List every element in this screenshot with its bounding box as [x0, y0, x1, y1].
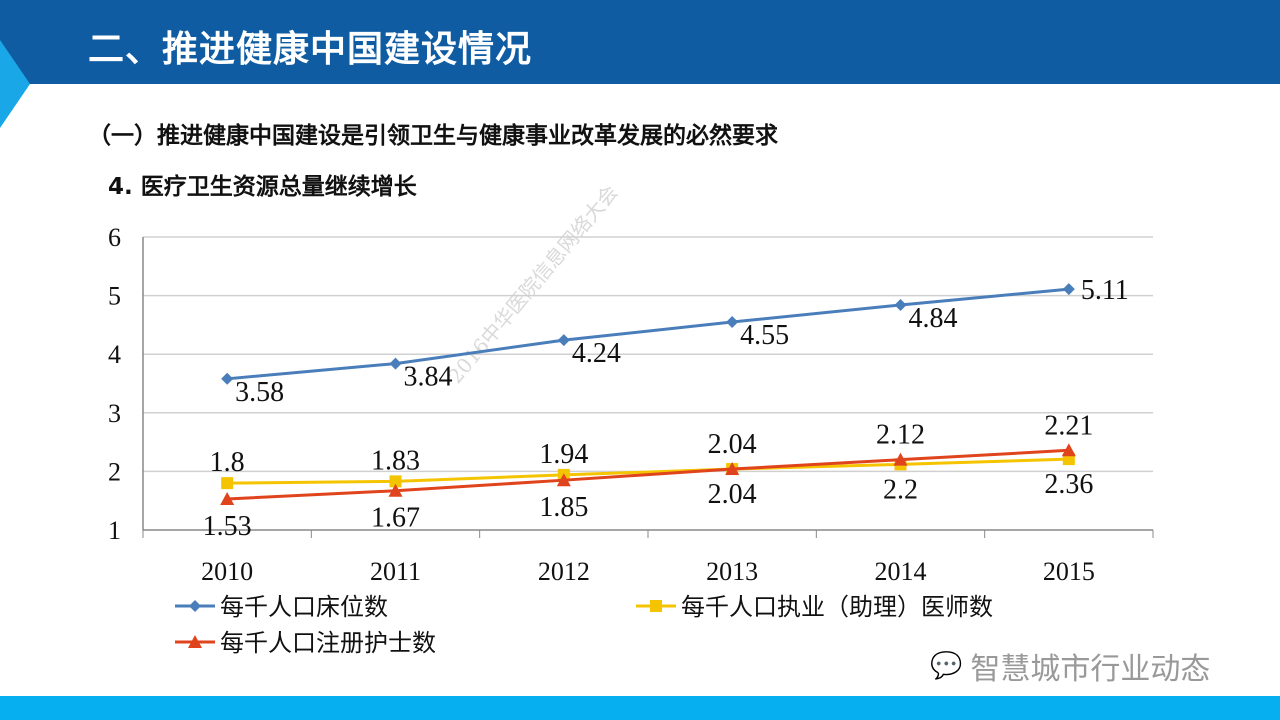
series-line-1 [227, 457, 1069, 485]
brand-text: 智慧城市行业动态 [970, 652, 1211, 687]
data-point-triangle [556, 473, 571, 487]
header-accent-triangle [0, 40, 30, 128]
data-label: 3.84 [404, 362, 453, 393]
section-title: 4. 医疗卫生资源总量继续增长 [108, 174, 417, 200]
data-point-triangle [388, 483, 403, 497]
data-point-diamond [557, 334, 570, 347]
data-label: 1.8 [210, 447, 245, 478]
footer-bar [0, 696, 1280, 720]
page-title: 二、推进健康中国建设情况 [88, 29, 533, 70]
y-tick-label: 1 [108, 516, 121, 545]
x-tick-label: 2015 [1043, 557, 1095, 586]
legend-marker [188, 635, 202, 648]
series-line-0 [227, 287, 1069, 381]
data-label: 2.36 [1044, 469, 1093, 500]
data-label: 1.85 [539, 492, 588, 523]
data-label: 1.67 [371, 503, 420, 534]
data-label: 2.04 [708, 429, 757, 460]
data-label: 5.11 [1081, 275, 1129, 306]
data-point-triangle [1061, 443, 1076, 457]
data-label: 4.55 [740, 320, 789, 351]
data-label: 2.2 [883, 474, 918, 505]
brand: 💬 智慧城市行业动态 [930, 644, 1210, 688]
data-label: 3.58 [235, 377, 284, 408]
x-tick-label: 2012 [538, 557, 590, 586]
legend-marker [650, 600, 662, 612]
legend-label: 每千人口执业（助理）医师数 [681, 593, 993, 621]
y-tick-label: 6 [108, 223, 121, 252]
y-tick-label: 2 [108, 457, 121, 486]
data-point-diamond [894, 298, 907, 311]
data-label: 2.21 [1044, 410, 1093, 441]
legend-label: 每千人口注册护士数 [220, 629, 436, 657]
data-point-square [221, 477, 234, 490]
data-point-diamond [221, 372, 234, 385]
data-label: 1.53 [203, 511, 252, 542]
y-tick-label: 3 [108, 399, 121, 428]
wechat-icon: 💬 [930, 651, 963, 681]
data-label: 1.83 [371, 445, 420, 476]
data-label: 1.94 [539, 439, 588, 470]
subtitle: （一）推进健康中国建设是引领卫生与健康事业改革发展的必然要求 [88, 123, 778, 149]
x-tick-label: 2010 [201, 557, 253, 586]
legend-marker [189, 600, 201, 612]
data-label: 2.12 [876, 420, 925, 451]
data-label: 4.84 [909, 303, 958, 334]
header-bar [0, 0, 1280, 84]
data-label: 4.24 [572, 338, 621, 369]
data-point-triangle [725, 462, 740, 476]
legend-label: 每千人口床位数 [220, 593, 388, 621]
y-tick-label: 4 [108, 340, 121, 369]
data-point-diamond [726, 315, 739, 328]
x-tick-label: 2013 [706, 557, 758, 586]
x-tick-label: 2011 [370, 557, 421, 586]
x-tick-label: 2014 [875, 557, 927, 586]
data-point-triangle [893, 452, 908, 466]
data-point-diamond [389, 357, 402, 370]
data-point-diamond [1062, 283, 1075, 296]
data-label: 2.04 [708, 479, 757, 510]
data-point-triangle [220, 491, 235, 505]
y-tick-label: 5 [108, 282, 121, 311]
data-point-square [389, 475, 402, 488]
series-line-2 [227, 448, 1069, 501]
